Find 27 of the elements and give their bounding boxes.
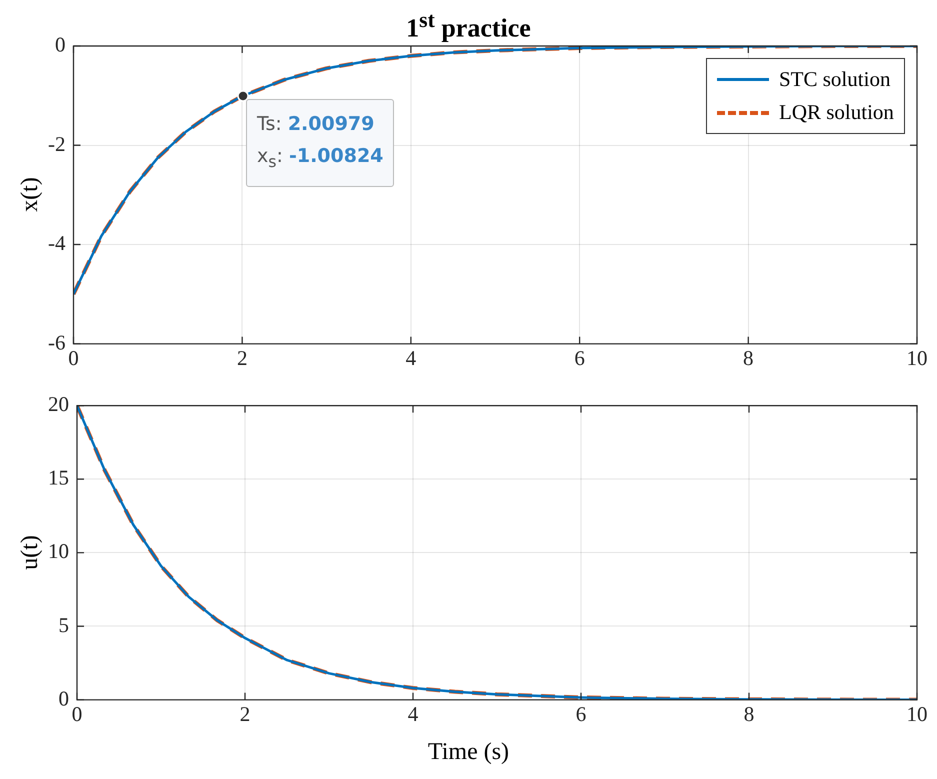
y-tick-label: 5	[58, 612, 69, 637]
y-tick-label: 0	[54, 32, 66, 57]
x-tick-label: 6	[574, 346, 585, 370]
y-tick-label: 15	[48, 466, 69, 490]
y-tick-label: -4	[48, 231, 66, 256]
annotation: Ts: 2.00979	[257, 113, 374, 136]
x-tick-label: 2	[236, 346, 248, 370]
x-axis-title: Time (s)	[426, 739, 510, 766]
y-tick-label: 20	[48, 392, 69, 416]
y-tick-label: -6	[48, 330, 66, 354]
x-tick-label: 4	[408, 702, 419, 726]
y-axis-title: x(t)	[16, 178, 44, 212]
legend-label: LQR solution	[779, 100, 894, 125]
x-tick-label: 10	[906, 346, 928, 370]
x-tick-label: 4	[406, 346, 417, 370]
legend-label: STC solution	[779, 67, 890, 92]
y-tick-label: 10	[48, 539, 69, 564]
x-tick-label: 10	[906, 702, 928, 726]
y-tick-label: 0	[58, 686, 69, 710]
x-tick-label: 6	[576, 702, 586, 726]
y-tick-label: -2	[48, 132, 66, 156]
chart-title: 1$^{st}$ practice	[406, 8, 531, 43]
annotation: x$_{s}$: -1.00824	[257, 145, 384, 171]
y-axis-title: u(t)	[16, 535, 44, 570]
x-tick-label: 2	[240, 702, 250, 726]
x-tick-label: 8	[744, 702, 754, 726]
x-tick-label: 8	[743, 346, 754, 370]
